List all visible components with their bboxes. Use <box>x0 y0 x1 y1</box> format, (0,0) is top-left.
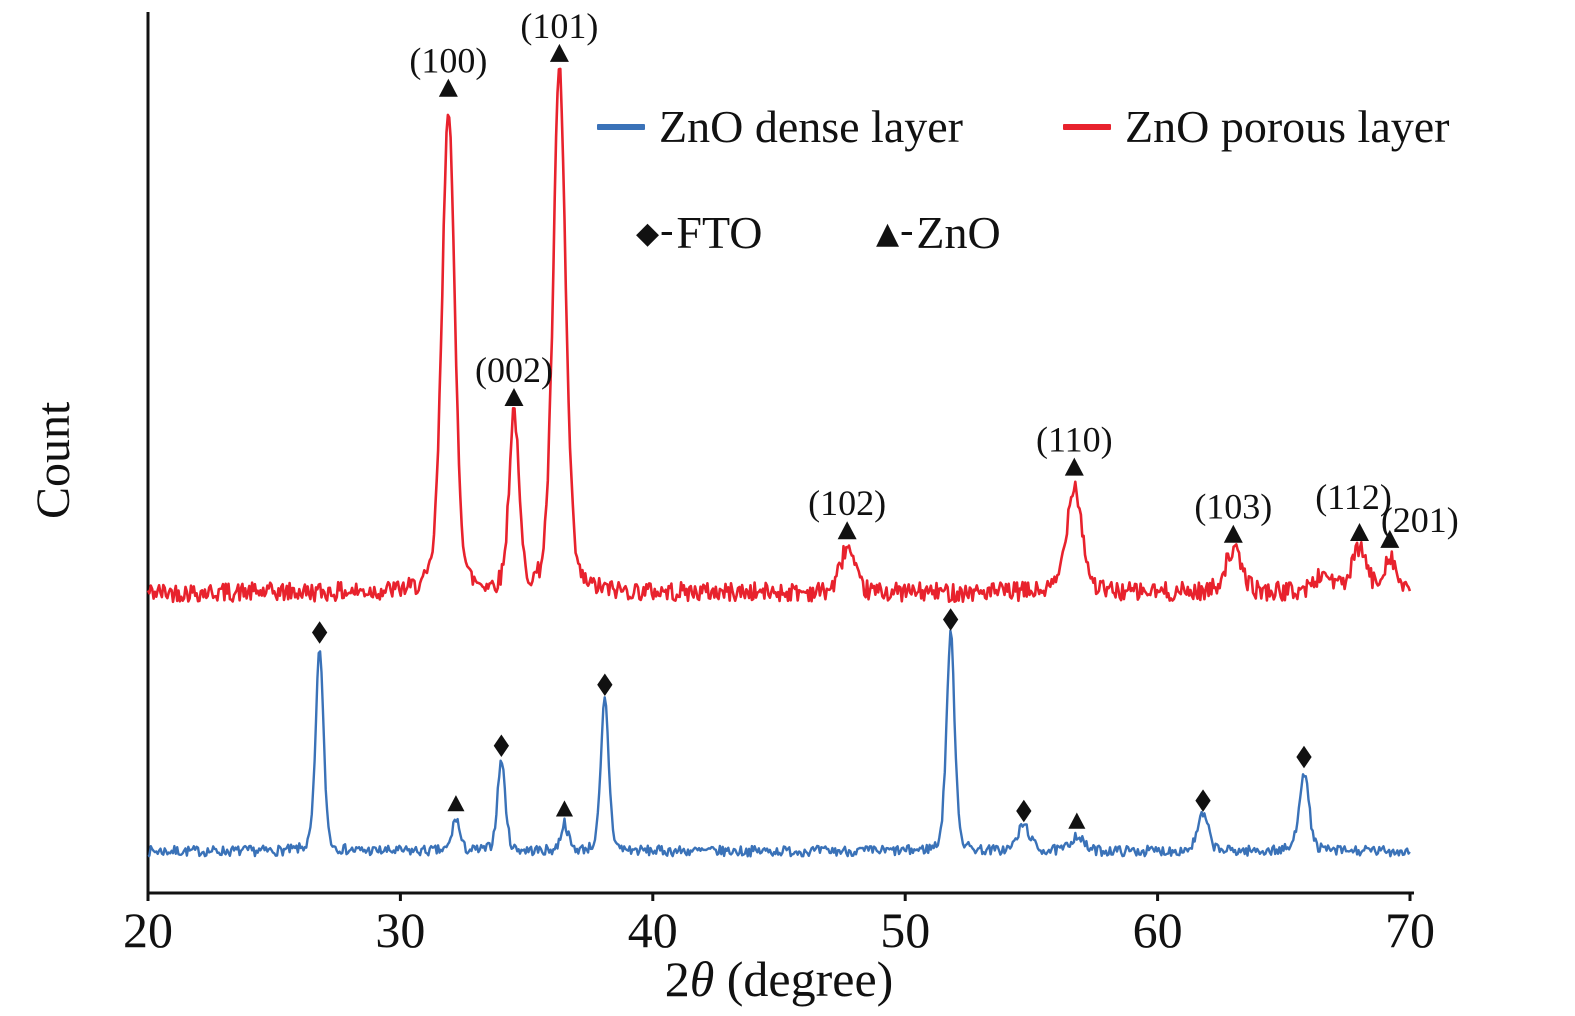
triangle-marker <box>447 795 465 812</box>
legend-label: ZnO dense layer <box>659 101 963 152</box>
series-line-dense <box>147 629 1411 858</box>
triangle-marker <box>1223 524 1243 543</box>
triangle-marker <box>549 43 569 62</box>
triangle-marker <box>1068 812 1086 829</box>
legend-label: ZnO <box>916 207 1001 258</box>
x-axis-label-theta: θ <box>689 951 715 1007</box>
legend-item-fto: ◆ - FTO <box>636 206 762 259</box>
legend-item-zno: ▲ - ZnO <box>876 206 1001 259</box>
triangle-marker-icon: ▲ <box>876 215 900 251</box>
peak-label: (110) <box>1036 420 1113 460</box>
diamond-marker <box>493 734 510 757</box>
triangle-marker <box>1380 529 1400 548</box>
legend-line-swatch-porous <box>1063 123 1111 130</box>
legend-label: ZnO porous layer <box>1125 101 1450 152</box>
peak-label: (002) <box>475 350 553 390</box>
x-tick-label: 60 <box>1133 902 1183 958</box>
legend-item-dense-layer: ZnO dense layer <box>597 100 963 153</box>
x-tick-label: 70 <box>1385 902 1435 958</box>
series-line-porous <box>146 67 1412 604</box>
triangle-marker <box>1064 457 1084 476</box>
x-tick-label: 20 <box>123 902 173 958</box>
diamond-marker <box>597 673 613 697</box>
x-axis-label: 2θ (degree) <box>148 950 1410 1008</box>
diamond-marker <box>1195 789 1211 812</box>
triangle-marker <box>504 387 524 406</box>
x-tick-label: 30 <box>375 902 425 958</box>
x-tick-label: 50 <box>880 902 930 958</box>
triangle-marker <box>837 521 857 540</box>
y-axis-label: Count <box>27 401 80 519</box>
x-axis-label-prefix: 2 <box>664 951 690 1007</box>
x-tick-label: 40 <box>628 902 678 958</box>
triangle-marker <box>1350 522 1370 541</box>
x-axis-label-suffix: (degree) <box>714 951 894 1007</box>
triangle-marker <box>555 800 574 817</box>
peak-label: (112) <box>1315 477 1392 517</box>
diamond-marker <box>1016 799 1032 823</box>
legend-dash: - <box>660 207 674 252</box>
diamond-marker-icon: ◆ <box>636 215 660 251</box>
peak-label: (103) <box>1194 487 1272 527</box>
peak-label: (100) <box>409 41 487 81</box>
peak-label: (102) <box>808 483 886 523</box>
diamond-marker <box>311 621 328 644</box>
legend-item-porous-layer: ZnO porous layer <box>1063 100 1449 153</box>
legend-dash: - <box>900 207 914 252</box>
diamond-marker <box>1296 745 1312 769</box>
legend-line-swatch-dense <box>597 123 645 130</box>
peak-label: (201) <box>1381 500 1459 540</box>
peak-label: (101) <box>520 6 598 46</box>
triangle-marker <box>438 78 458 97</box>
legend-label: FTO <box>676 207 763 258</box>
diamond-marker <box>942 608 959 631</box>
